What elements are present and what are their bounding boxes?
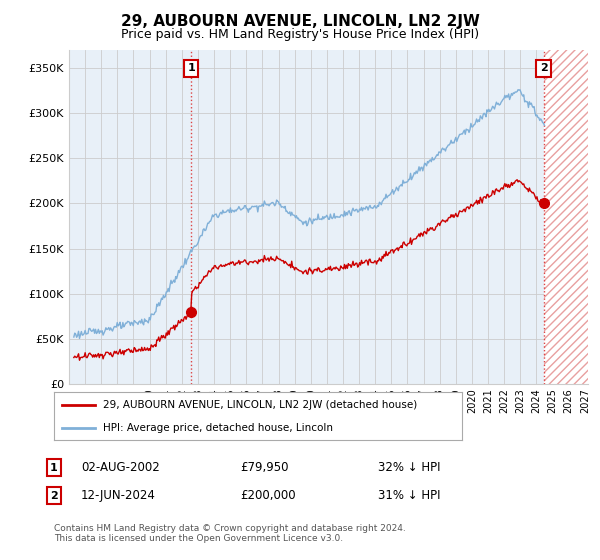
Text: 29, AUBOURN AVENUE, LINCOLN, LN2 2JW: 29, AUBOURN AVENUE, LINCOLN, LN2 2JW [121,14,479,29]
Text: 02-AUG-2002: 02-AUG-2002 [81,461,160,474]
Text: Price paid vs. HM Land Registry's House Price Index (HPI): Price paid vs. HM Land Registry's House … [121,28,479,41]
Text: 1: 1 [50,463,58,473]
Text: £200,000: £200,000 [240,489,296,502]
Text: 2: 2 [50,491,58,501]
Text: HPI: Average price, detached house, Lincoln: HPI: Average price, detached house, Linc… [103,423,333,433]
Text: 31% ↓ HPI: 31% ↓ HPI [378,489,440,502]
Text: £79,950: £79,950 [240,461,289,474]
Text: 32% ↓ HPI: 32% ↓ HPI [378,461,440,474]
Text: 12-JUN-2024: 12-JUN-2024 [81,489,156,502]
Text: 29, AUBOURN AVENUE, LINCOLN, LN2 2JW (detached house): 29, AUBOURN AVENUE, LINCOLN, LN2 2JW (de… [103,400,417,410]
Text: 2: 2 [539,63,547,73]
Text: 1: 1 [187,63,195,73]
Bar [544,50,588,384]
Text: Contains HM Land Registry data © Crown copyright and database right 2024.
This d: Contains HM Land Registry data © Crown c… [54,524,406,543]
Bar [544,50,588,384]
